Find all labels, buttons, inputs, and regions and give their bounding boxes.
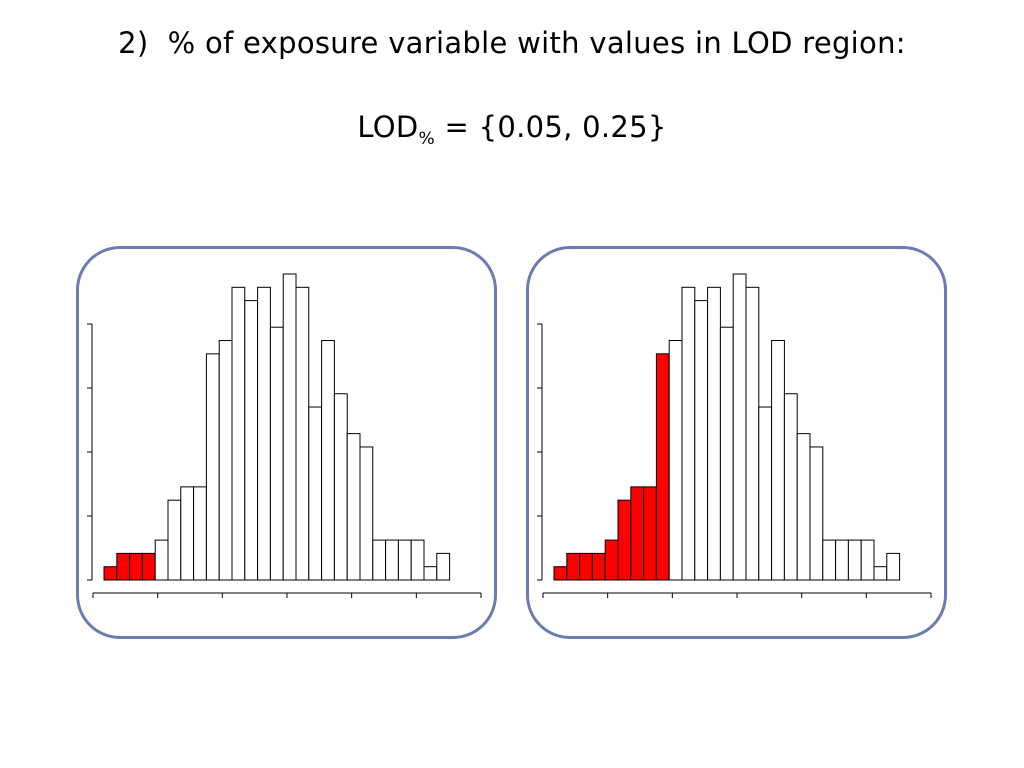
histogram-bar xyxy=(154,539,169,581)
histogram-bar xyxy=(308,406,323,581)
histogram-bar-highlighted xyxy=(103,566,118,581)
histogram-bar xyxy=(333,393,348,581)
histogram-bar-highlighted xyxy=(617,499,632,581)
histogram-bar-highlighted xyxy=(579,552,593,581)
histogram-bar xyxy=(694,300,709,581)
histogram-bar-highlighted xyxy=(655,353,670,581)
histogram-bar xyxy=(282,273,297,581)
histogram-bar-highlighted xyxy=(141,552,156,581)
histogram-bar xyxy=(822,539,837,581)
histogram-right xyxy=(537,273,932,598)
histogram-panel-right xyxy=(526,246,947,639)
histogram-bar xyxy=(385,539,399,581)
histogram-bar xyxy=(835,539,849,581)
histogram-bar-highlighted xyxy=(630,486,645,581)
formula-subscript: % xyxy=(418,129,435,149)
histogram-bar xyxy=(257,286,271,581)
formula-main: LOD xyxy=(357,110,419,144)
histogram-bar xyxy=(269,326,284,581)
histogram-bar xyxy=(218,340,233,581)
histogram-bar xyxy=(860,539,875,581)
histogram-bar xyxy=(732,273,747,581)
histogram-bar xyxy=(847,539,862,581)
histogram-bar xyxy=(423,566,438,581)
histogram-bar xyxy=(783,393,798,581)
histogram-bar xyxy=(668,340,683,581)
histogram-bar xyxy=(436,552,451,581)
histogram-bar-highlighted xyxy=(643,486,657,581)
formula-rest: = {0.05, 0.25} xyxy=(434,110,667,144)
histogram-bar-highlighted xyxy=(129,552,143,581)
histogram-bar xyxy=(796,433,811,581)
histogram-bar xyxy=(873,566,888,581)
histogram-bar xyxy=(193,486,207,581)
histogram-bar xyxy=(231,286,246,581)
histogram-bar xyxy=(758,406,773,581)
heading-number: 2) xyxy=(118,26,149,60)
slide-heading: 2) % of exposure variable with values in… xyxy=(0,26,1024,60)
histogram-bar-highlighted xyxy=(116,552,131,581)
histogram-bar-highlighted xyxy=(591,552,606,581)
histogram-panel-left xyxy=(76,246,497,639)
histogram-bar xyxy=(745,286,760,581)
histogram-bar xyxy=(180,486,195,581)
histogram-bar xyxy=(809,446,824,581)
histogram-bar xyxy=(346,433,361,581)
histogram-left xyxy=(87,273,482,598)
histogram-bar xyxy=(167,499,182,581)
heading-text: % of exposure variable with values in LO… xyxy=(167,26,906,60)
histogram-bar xyxy=(707,286,721,581)
histogram-bar xyxy=(410,539,425,581)
histogram-bar xyxy=(681,286,696,581)
histogram-bar xyxy=(771,340,785,581)
histogram-bar xyxy=(886,552,901,581)
histogram-bar-highlighted xyxy=(566,552,581,581)
histogram-bar-highlighted xyxy=(604,539,619,581)
histogram-bar xyxy=(244,300,259,581)
histogram-bar xyxy=(397,539,412,581)
histogram-bar xyxy=(205,353,220,581)
histogram-bar-highlighted xyxy=(553,566,568,581)
histogram-bar xyxy=(321,340,335,581)
histogram-bar xyxy=(295,286,310,581)
histogram-bar xyxy=(372,539,387,581)
histogram-bar xyxy=(359,446,374,581)
lod-formula: LOD% = {0.05, 0.25} xyxy=(0,110,1024,148)
histogram-bar xyxy=(719,326,734,581)
